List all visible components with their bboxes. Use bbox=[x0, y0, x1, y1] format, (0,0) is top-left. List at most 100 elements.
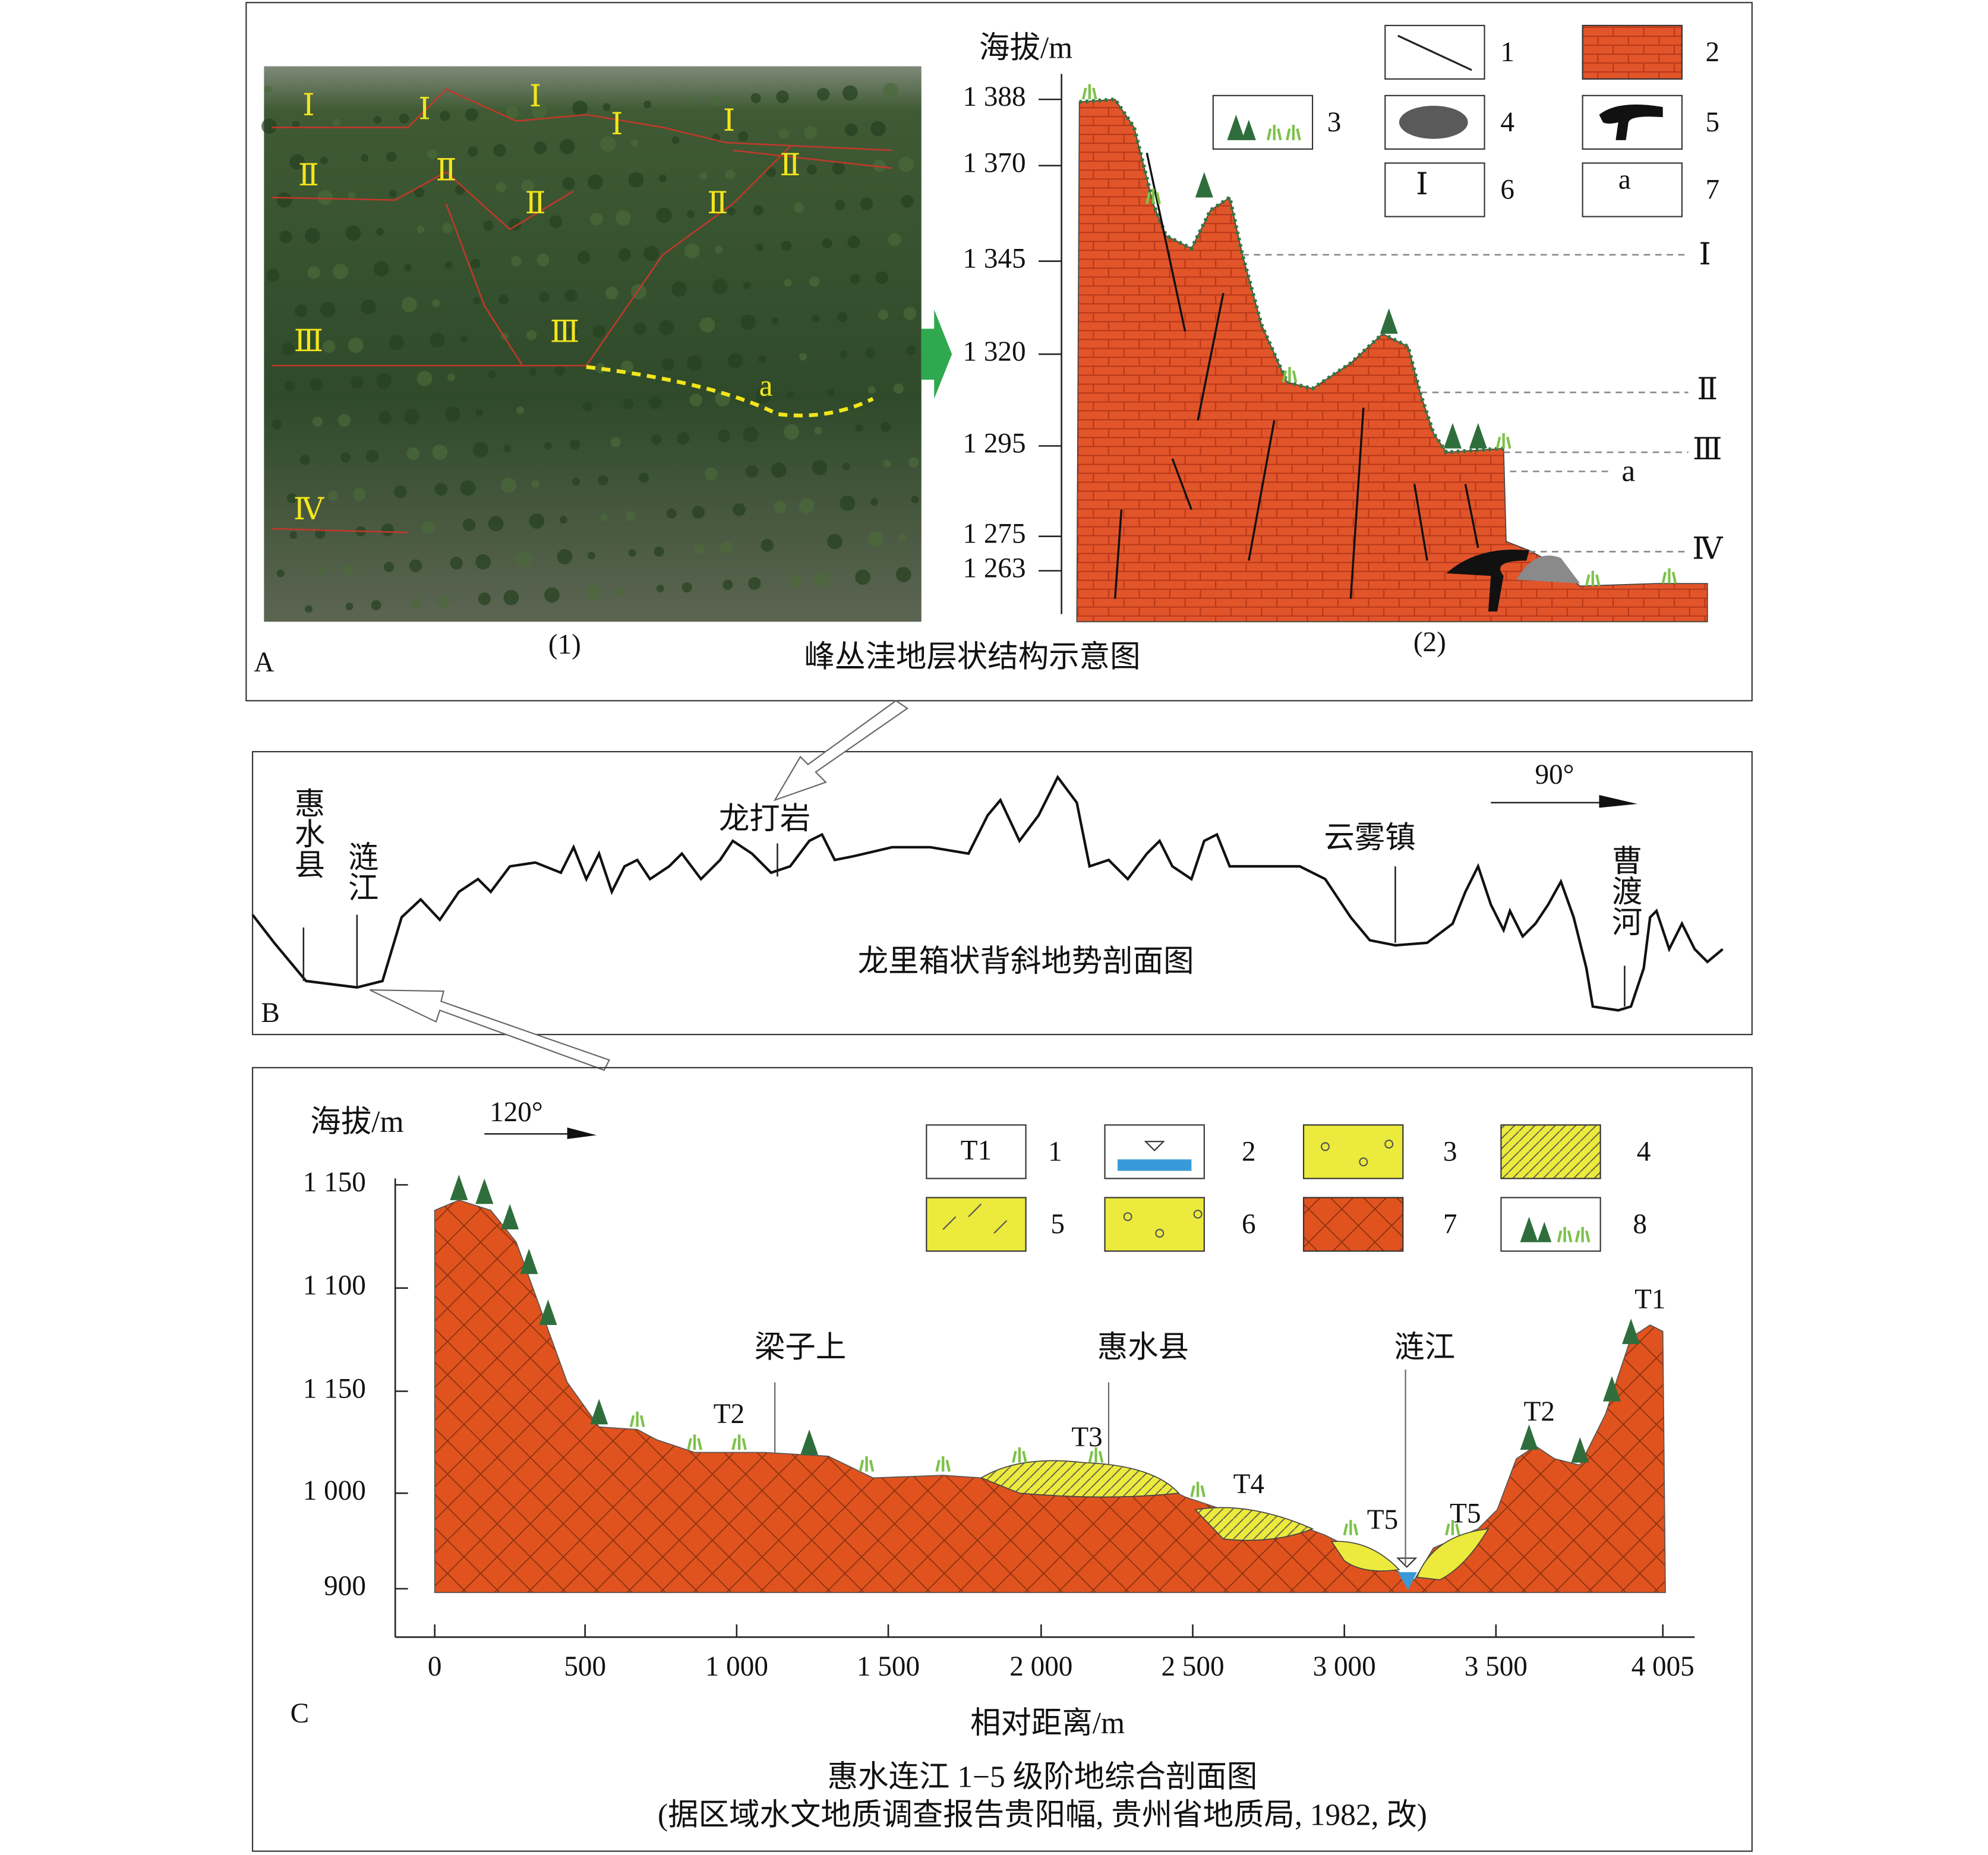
legend-symbol: a bbox=[1618, 164, 1631, 195]
photo-texture bbox=[389, 335, 405, 351]
photo-texture bbox=[276, 569, 285, 578]
grass bbox=[1146, 188, 1161, 204]
photo-texture bbox=[816, 87, 830, 101]
legend-deposit bbox=[1399, 105, 1468, 139]
photo-texture bbox=[564, 289, 578, 302]
link-arrow bbox=[369, 989, 610, 1071]
photo-level-label: Ⅲ bbox=[550, 316, 580, 349]
photo-texture bbox=[776, 90, 789, 103]
photo-texture bbox=[501, 478, 516, 493]
photo-level-line bbox=[272, 146, 791, 367]
level-label: a bbox=[1621, 454, 1635, 488]
photo-texture bbox=[695, 544, 705, 554]
y-tick-label: 1 150 bbox=[303, 1167, 366, 1198]
tree bbox=[450, 1174, 468, 1200]
photo-texture bbox=[654, 546, 664, 557]
photo-texture bbox=[373, 261, 389, 277]
photo-texture bbox=[557, 549, 573, 564]
terrace-label: T2 bbox=[1524, 1396, 1555, 1427]
photo-texture bbox=[671, 136, 680, 144]
photo-texture bbox=[506, 105, 519, 119]
photo-texture bbox=[317, 567, 326, 575]
y-tick-label: 1 275 bbox=[963, 519, 1025, 550]
photo-texture bbox=[345, 225, 361, 241]
photo-texture bbox=[600, 513, 608, 521]
photo-texture bbox=[799, 352, 807, 361]
photo-texture bbox=[468, 146, 478, 157]
tree bbox=[539, 1299, 557, 1325]
terrace-deposit bbox=[980, 1460, 1180, 1498]
photo-texture bbox=[531, 480, 539, 488]
photo-texture bbox=[740, 314, 756, 330]
photo-texture bbox=[812, 314, 820, 323]
photo-level-label: Ⅱ bbox=[525, 187, 546, 220]
panel-a-frame bbox=[245, 2, 1753, 702]
photo-texture bbox=[822, 238, 832, 249]
place-label: 涟江 bbox=[1394, 1331, 1455, 1365]
photo-texture bbox=[345, 602, 354, 611]
x-tick-label: 3 000 bbox=[1313, 1651, 1376, 1682]
photo-texture bbox=[264, 85, 272, 93]
tree bbox=[1520, 1424, 1538, 1450]
photo-texture bbox=[286, 493, 298, 503]
legend-number: 5 bbox=[1050, 1209, 1065, 1240]
panel-c-frame bbox=[251, 1067, 1753, 1852]
photo-texture bbox=[806, 164, 817, 175]
deposit bbox=[1516, 556, 1580, 584]
photo-texture bbox=[842, 85, 858, 101]
photo-texture bbox=[521, 179, 534, 193]
photo-texture bbox=[340, 452, 351, 463]
photo-texture bbox=[587, 551, 595, 560]
panel-title: 龙里箱状背斜地势剖面图 bbox=[858, 945, 1194, 979]
photo-texture bbox=[562, 177, 575, 190]
x-tick-label: 1 000 bbox=[705, 1651, 768, 1682]
photo-texture bbox=[488, 370, 496, 378]
photo-texture bbox=[592, 324, 606, 338]
photo-texture bbox=[677, 431, 690, 445]
tree bbox=[520, 1248, 538, 1274]
photo-texture bbox=[788, 575, 802, 588]
photo-texture bbox=[684, 243, 700, 259]
photo-texture bbox=[361, 299, 377, 315]
photo-texture bbox=[437, 595, 450, 608]
photo-texture bbox=[840, 496, 856, 511]
legend-hatch bbox=[968, 1203, 982, 1217]
photo-texture bbox=[893, 383, 904, 394]
photo-texture bbox=[727, 207, 736, 216]
photo-texture bbox=[272, 419, 282, 430]
photo-texture bbox=[911, 496, 919, 503]
tree bbox=[1227, 114, 1245, 140]
link-arrow bbox=[773, 700, 909, 802]
legend-box bbox=[1582, 24, 1683, 80]
tree bbox=[800, 1429, 819, 1455]
legend-gravel bbox=[1123, 1212, 1132, 1222]
photo-texture bbox=[860, 197, 873, 210]
panel-title: 峰丛洼地层状结构示意图 bbox=[804, 641, 1141, 674]
terrace-label: T3 bbox=[1071, 1422, 1102, 1453]
fracture bbox=[1113, 509, 1123, 599]
terrace-deposit bbox=[1330, 1541, 1400, 1572]
photo-texture bbox=[434, 482, 448, 496]
photo-level-label: a bbox=[759, 369, 773, 403]
tree bbox=[501, 1204, 519, 1230]
bedrock-profile bbox=[434, 1199, 1666, 1594]
photo-texture bbox=[496, 182, 506, 193]
photo-level-label: Ⅱ bbox=[780, 149, 800, 182]
fracture bbox=[1171, 458, 1192, 510]
place-label: 惠水县 bbox=[289, 787, 324, 879]
photo-texture bbox=[444, 406, 460, 422]
tree bbox=[1520, 1216, 1538, 1242]
tree bbox=[1622, 1318, 1640, 1345]
photo-texture bbox=[865, 348, 876, 358]
legend-number: 6 bbox=[1500, 175, 1514, 206]
grass bbox=[1190, 1481, 1206, 1497]
terrace-label: T4 bbox=[1233, 1469, 1264, 1500]
photo-texture bbox=[294, 304, 308, 317]
photo-texture bbox=[516, 406, 524, 414]
photo-texture bbox=[766, 166, 777, 178]
photo-texture bbox=[534, 141, 547, 154]
grass bbox=[935, 1456, 951, 1472]
grass bbox=[1557, 1226, 1573, 1243]
grass bbox=[731, 1434, 747, 1450]
